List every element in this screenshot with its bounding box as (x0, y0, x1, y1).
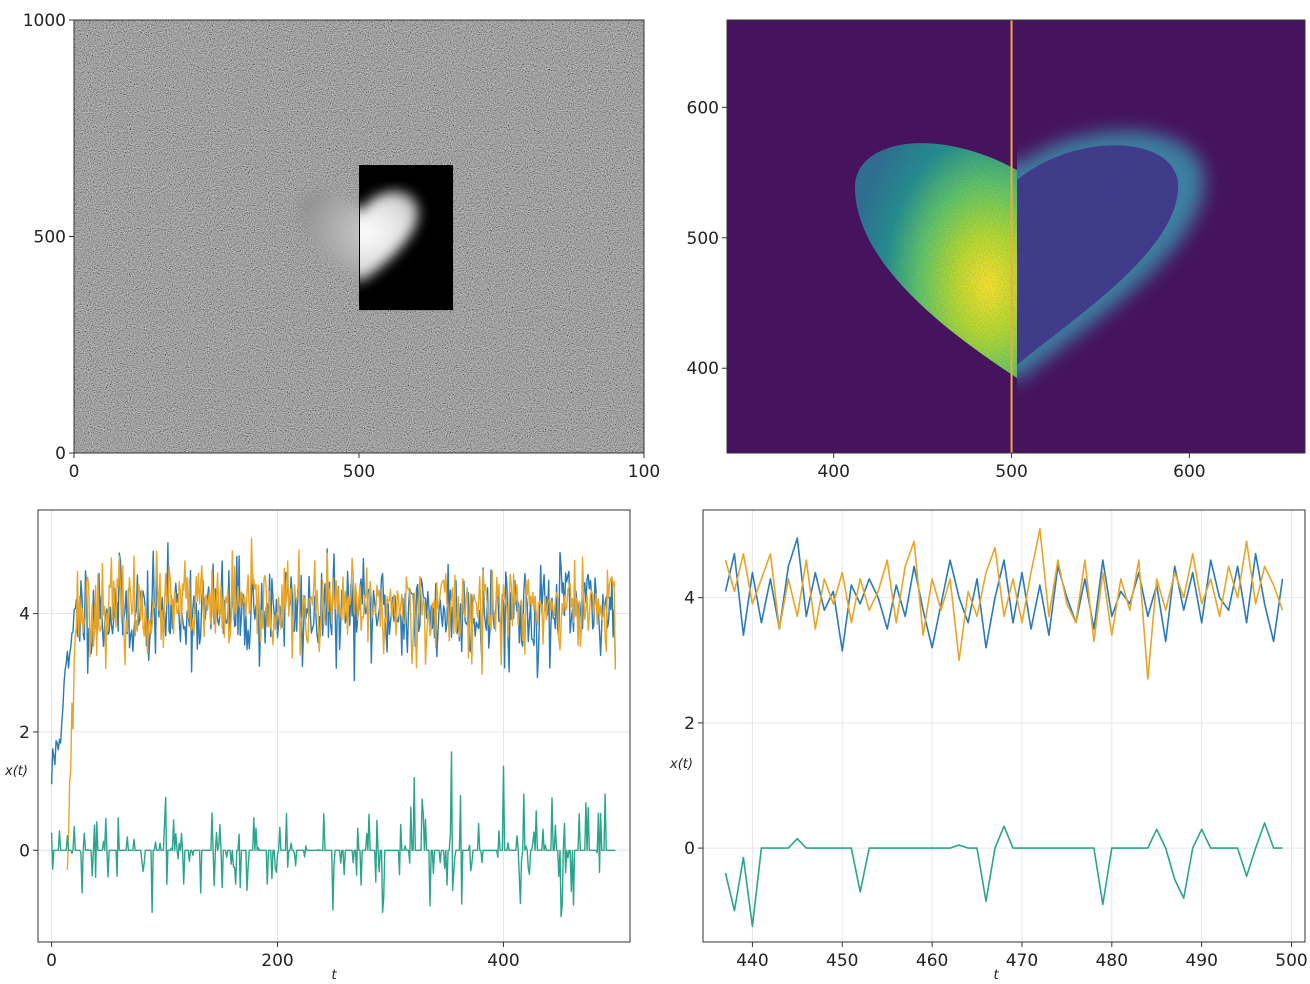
heart-inner-grain (1017, 145, 1179, 365)
x-tick-label: 490 (1185, 951, 1217, 971)
plot-area-bottom-right (724, 527, 1284, 928)
y-tick-label: 0 (19, 841, 30, 861)
x-tick-label: 460 (916, 951, 948, 971)
y-tick-label: 4 (684, 589, 695, 609)
axes-bottom-right: 440 450 460 470 480 490 500 0 2 4 (684, 589, 1308, 971)
y-tick-label: 600 (687, 98, 719, 118)
x-tick-label: 440 (736, 951, 768, 971)
bright-heart-right (360, 191, 419, 283)
series-green-line (724, 822, 1283, 928)
x-tick-label: 400 (817, 462, 849, 482)
panel-bottom-left: 0 200 400 0 2 4 t x(t) (4, 509, 631, 983)
x-tick-label: 470 (1006, 951, 1038, 971)
panel-top-right: 400 500 600 400 500 600 (687, 19, 1306, 482)
y-tick-label: 0 (684, 839, 695, 859)
y-tick-label: 0 (55, 444, 66, 464)
faint-heart-left (299, 191, 360, 283)
xlabel-bottom-right: t (993, 968, 999, 983)
series-blue-line (724, 537, 1284, 652)
x-tick-label: 480 (1096, 951, 1128, 971)
axes-top-right: 400 500 600 400 500 600 (687, 98, 1206, 482)
x-tick-label: 600 (1173, 462, 1205, 482)
y-tick-label: 2 (19, 723, 30, 743)
x-tick-label: 400 (487, 951, 519, 971)
y-tick-label: 400 (687, 359, 719, 379)
axes-bottom-left: 0 200 400 0 2 4 (19, 605, 520, 971)
series-orange-line (66, 537, 616, 870)
x-tick-label: 500 (1275, 951, 1307, 971)
plot-area-bottom-left (50, 537, 616, 918)
x-tick-label: 500 (995, 462, 1027, 482)
x-tick-label: 0 (46, 951, 57, 971)
x-tick-label: 500 (343, 462, 375, 482)
x-tick-label: 450 (826, 951, 858, 971)
ylabel-bottom-right: x(t) (669, 757, 693, 772)
ylabel-bottom-left: x(t) (4, 764, 28, 779)
panel-bottom-right: 440 450 460 470 480 490 500 0 2 4 t x(t) (669, 509, 1308, 983)
y-tick-label: 4 (19, 605, 30, 625)
x-tick-label: 0 (69, 462, 80, 482)
series-green-line (50, 751, 616, 918)
y-tick-label: 2 (684, 714, 695, 734)
x-tick-label: 200 (261, 951, 293, 971)
y-tick-label: 500 (687, 229, 719, 249)
xlabel-bottom-left: t (331, 968, 337, 983)
y-tick-label: 500 (34, 228, 66, 248)
x-tick-label: 100 (628, 462, 660, 482)
series-orange-line (724, 527, 1284, 680)
heart-left-grain (854, 143, 1017, 378)
y-tick-label: 1000 (23, 11, 66, 31)
